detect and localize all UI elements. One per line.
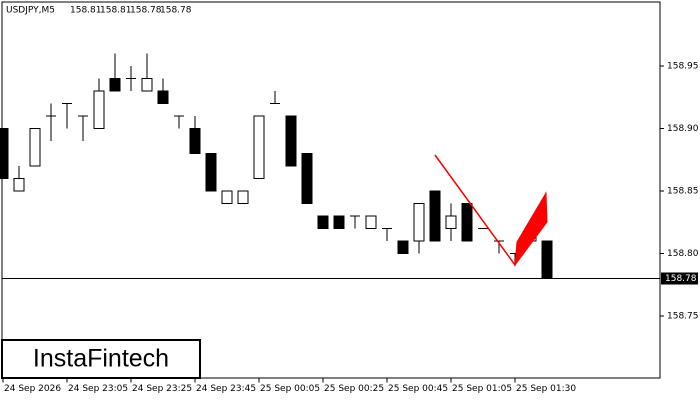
brand-box (1, 339, 201, 379)
chart-title: USDJPY,M5 (6, 6, 55, 16)
plot-frame (1, 1, 661, 379)
quote-value: 158.78 (130, 6, 162, 16)
candle-body (365, 215, 377, 229)
y-tick-label: 158.90 (667, 124, 699, 134)
quote-value: 158.81 (100, 6, 132, 16)
quote-value: 158.78 (160, 6, 192, 16)
pattern-line (434, 154, 516, 266)
candle-body (141, 78, 153, 92)
candle-body (301, 153, 313, 204)
candle-body (541, 240, 553, 279)
pattern-flag (514, 191, 548, 267)
candle-body (0, 128, 9, 179)
y-tick-label: 158.95 (667, 62, 699, 72)
candle-body (413, 203, 425, 242)
last-price-box (661, 272, 698, 285)
candle-body (13, 178, 25, 192)
candle-body (429, 190, 441, 242)
candle-body (189, 128, 201, 154)
x-tick-label: 25 Sep 01:30 (516, 384, 576, 394)
candle-body (333, 215, 345, 229)
candle-body (29, 128, 41, 167)
candle-body (93, 90, 105, 129)
y-tick-label: 158.75 (667, 312, 699, 322)
candle-body (285, 115, 297, 167)
candle-body (461, 203, 473, 242)
candle-body (157, 90, 169, 104)
y-tick-label: 158.85 (667, 187, 699, 197)
candle-body (237, 190, 249, 204)
brand-logo: InstaFintech (33, 345, 169, 373)
candle-body (253, 115, 265, 179)
x-tick-label: 25 Sep 00:45 (388, 384, 448, 394)
x-tick-label: 24 Sep 23:05 (68, 384, 128, 394)
candles (0, 53, 553, 279)
x-tick-label: 25 Sep 00:25 (324, 384, 384, 394)
candle-body (397, 240, 409, 254)
quote-value: 158.81 (70, 6, 102, 16)
x-tick-label: 24 Sep 2026 (4, 384, 61, 394)
x-tick-label: 24 Sep 23:25 (132, 384, 192, 394)
candle-body (445, 215, 457, 229)
last-price-label: 158.78 (665, 274, 697, 284)
candle-body (205, 153, 217, 192)
x-tick-label: 25 Sep 00:05 (260, 384, 320, 394)
candle-body (109, 78, 121, 92)
candle-body (317, 215, 329, 229)
x-tick-label: 25 Sep 01:05 (452, 384, 512, 394)
x-tick-label: 24 Sep 23:45 (196, 384, 256, 394)
candle-body (221, 190, 233, 204)
y-tick-label: 158.80 (667, 249, 699, 259)
